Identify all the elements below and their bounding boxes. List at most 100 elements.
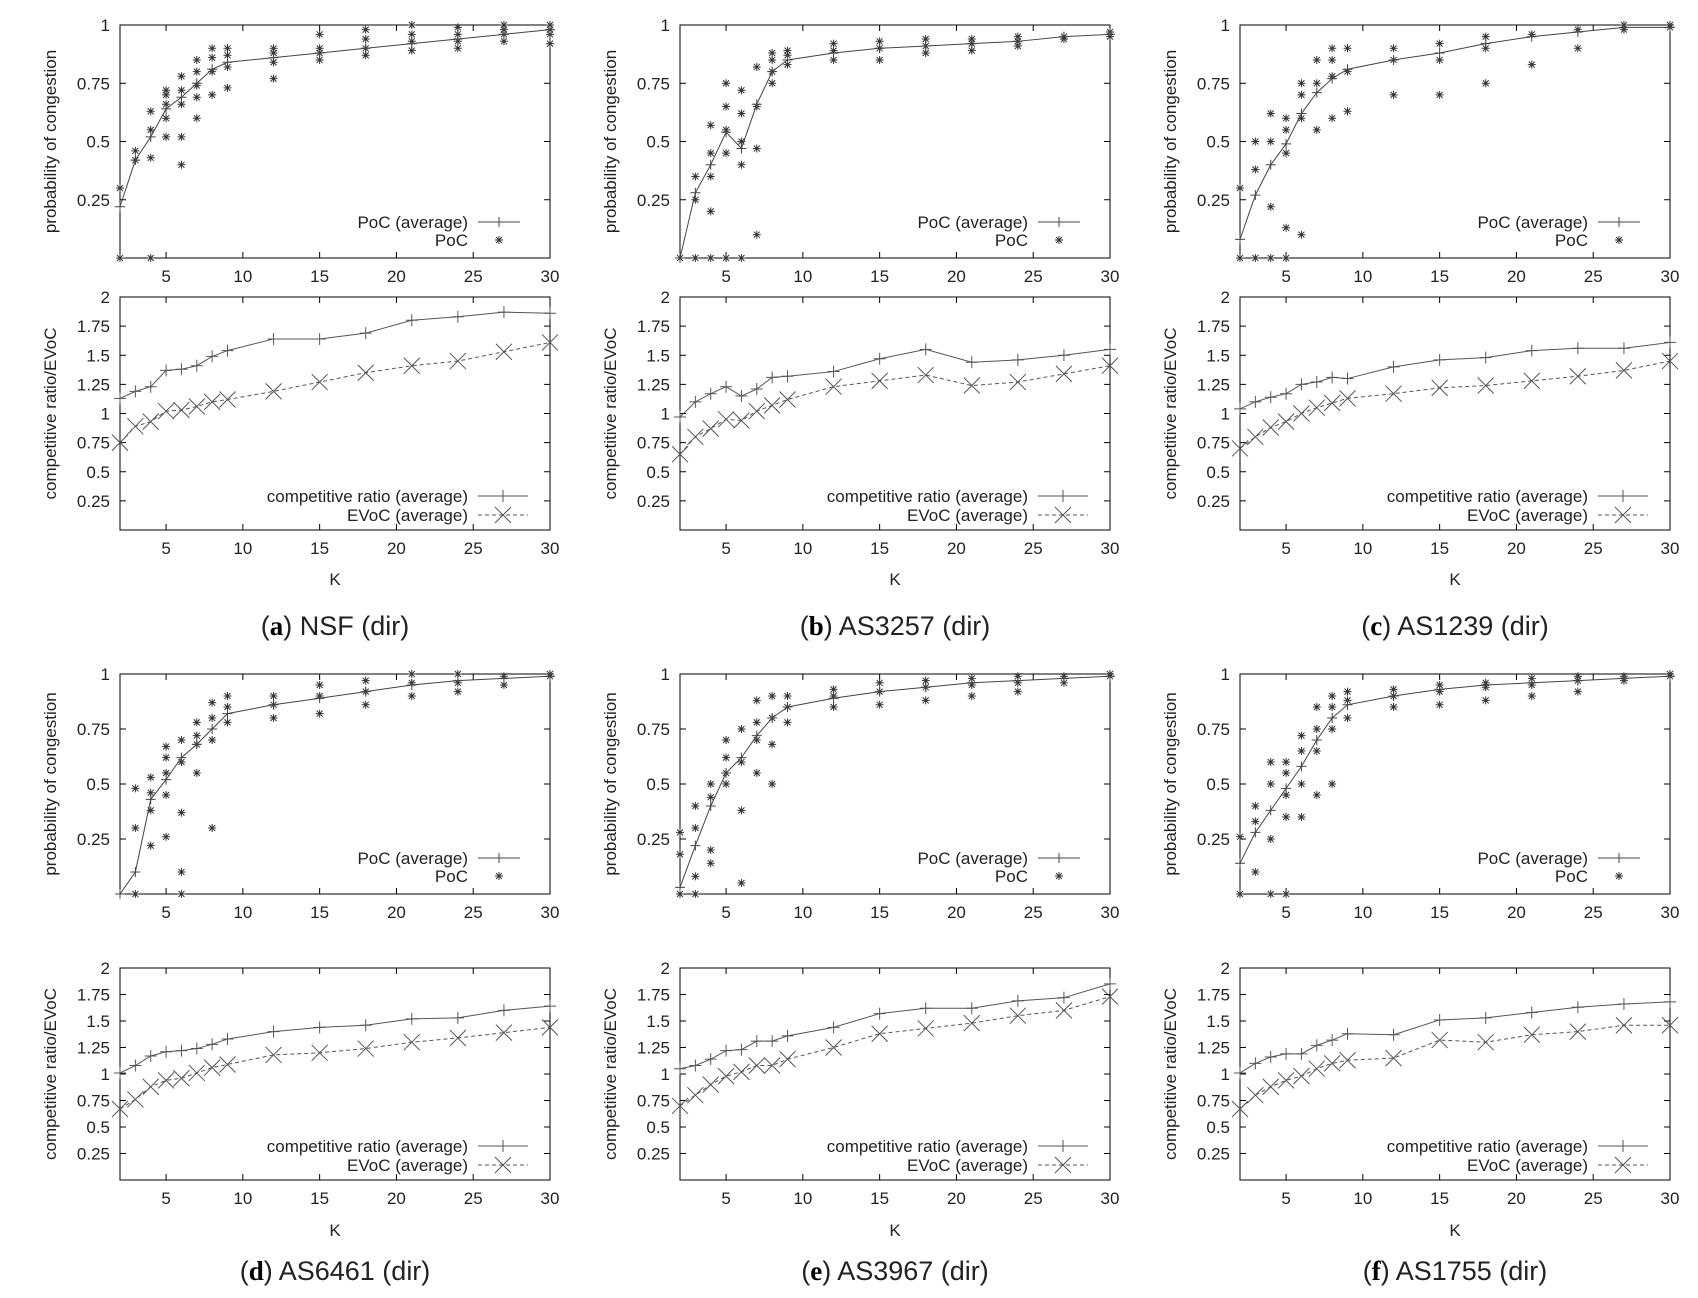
chart-3-top-poc-point bbox=[269, 692, 278, 700]
chart-0-bottom-cr-point bbox=[451, 310, 464, 323]
chart-4-bottom-cr-point bbox=[1057, 991, 1070, 1004]
caption-f: (f) AS1755 (dir) bbox=[1363, 1256, 1548, 1286]
chart-0-top-poc-point bbox=[131, 146, 140, 155]
chart-0-bottom-cr-point bbox=[114, 392, 126, 405]
chart-2-top-poc-avg-point bbox=[1296, 108, 1307, 119]
chart-0-bottom-evoc-point bbox=[403, 357, 421, 375]
chart-3-bottom-ytick-label: 1.75 bbox=[77, 986, 110, 1005]
chart-0-bottom-evoc-point bbox=[127, 417, 144, 435]
chart-3-top-legend-poc-avg-marker bbox=[494, 853, 504, 863]
chart-4-top-poc-avg-point bbox=[721, 768, 732, 778]
chart-2-top-poc-point bbox=[1282, 149, 1291, 158]
chart-1-top-poc-point bbox=[921, 34, 930, 43]
chart-4-bottom-cr-point bbox=[781, 1029, 794, 1042]
chart-4-bottom-cr-point bbox=[674, 1062, 686, 1075]
chart-0-top-poc-point bbox=[162, 132, 171, 141]
chart-5-bottom-evoc-point bbox=[1293, 1067, 1310, 1085]
chart-1-top-poc-point bbox=[875, 37, 884, 46]
chart-0-top-poc-point bbox=[223, 51, 232, 60]
chart-1-bottom-xtick-label: 10 bbox=[793, 539, 812, 558]
chart-4-top-xtick-label: 10 bbox=[793, 903, 812, 922]
chart-3-top-xtick-label: 5 bbox=[161, 903, 170, 922]
chart-3-bottom-cr-line bbox=[119, 1005, 551, 1074]
chart-5-top-poc-point bbox=[1312, 791, 1321, 799]
chart-4-top-poc-point bbox=[676, 890, 684, 898]
chart-5-bottom-cr-point bbox=[1433, 1013, 1446, 1026]
chart-0-top-poc-point bbox=[146, 107, 155, 116]
chart-4-top-poc-point bbox=[875, 678, 884, 687]
chart-3-bottom-ytick-label: 0.25 bbox=[77, 1145, 110, 1164]
chart-1-bottom-evoc-point bbox=[702, 420, 720, 437]
chart-1-bottom-evoc-point bbox=[1009, 373, 1027, 391]
chart-5-top-poc-avg-point bbox=[1296, 761, 1307, 772]
chart-2-top-poc-point bbox=[1435, 39, 1444, 48]
chart-3-top-poc-point bbox=[131, 824, 140, 832]
chart-0-top-poc-point bbox=[315, 55, 324, 64]
chart-4-bottom-xtick-label: 5 bbox=[721, 1189, 730, 1208]
chart-3-bottom-ylabel: competitive ratio/EVoC bbox=[41, 988, 60, 1160]
chart-3-top-poc-avg-point bbox=[191, 739, 202, 750]
chart-3-top-poc-avg-point bbox=[498, 673, 509, 684]
chart-2-bottom-ytick-label: 1.25 bbox=[1197, 375, 1230, 394]
chart-0-bottom-ytick-label: 1 bbox=[101, 405, 110, 424]
chart-1-bottom-cr-point bbox=[873, 352, 886, 365]
chart-5-bottom-cr-point bbox=[1617, 998, 1630, 1011]
chart-1-bottom-cr-point bbox=[704, 387, 717, 400]
chart-4-bottom-evoc-point bbox=[702, 1076, 720, 1093]
chart-4-top-poc-avg-line bbox=[679, 675, 1111, 888]
chart-3-top-ytick-label: 0.5 bbox=[86, 775, 110, 794]
chart-1-bottom-xlabel: K bbox=[889, 570, 901, 589]
chart-4-top-poc-point bbox=[691, 824, 700, 832]
chart-5-top-poc-avg-point bbox=[1572, 675, 1583, 686]
chart-0-top-poc-point bbox=[192, 114, 201, 123]
chart-1-bottom-evoc-line bbox=[679, 365, 1111, 455]
chart-0-bottom-xtick-label: 10 bbox=[233, 539, 252, 558]
chart-0-top-poc-point bbox=[162, 90, 171, 99]
chart-3-top-poc-point bbox=[315, 709, 324, 718]
chart-3-bottom-ytick-label: 1 bbox=[101, 1065, 110, 1084]
chart-4-top-poc-point bbox=[829, 703, 838, 711]
chart-5-bottom-legend-cr: competitive ratio (average) bbox=[1387, 1137, 1588, 1156]
chart-0-bottom-evoc-point bbox=[357, 364, 375, 382]
chart-5-bottom-evoc-point bbox=[1247, 1086, 1264, 1104]
chart-2-top-poc-point bbox=[1251, 165, 1260, 174]
chart-5-top-ytick-label: 0.25 bbox=[1197, 830, 1230, 849]
chart-4-top-poc-point bbox=[967, 692, 976, 700]
chart-4-bottom-evoc-point bbox=[871, 1025, 888, 1043]
chart-1-bottom-ytick-label: 1 bbox=[661, 405, 670, 424]
chart-1-bottom-legend-evoc-marker bbox=[1054, 506, 1072, 524]
chart-1-top-poc-point bbox=[875, 55, 884, 64]
chart-1-top-poc-avg-point bbox=[721, 127, 732, 138]
chart-4-top-poc-point bbox=[737, 725, 746, 733]
chart-0-bottom-evoc-point bbox=[173, 401, 190, 419]
chart-0-top-legend-poc: PoC bbox=[435, 231, 468, 250]
chart-5-top-poc-point bbox=[1389, 703, 1398, 711]
chart-1-top-poc-point bbox=[829, 55, 838, 64]
chart-3-bottom-cr-point bbox=[313, 1021, 326, 1034]
chart-2-top-poc-point bbox=[1435, 55, 1444, 64]
chart-1-bottom-cr-point bbox=[1057, 349, 1070, 362]
chart-0-top-poc-point bbox=[146, 153, 155, 162]
chart-2-top-xtick-label: 5 bbox=[1281, 267, 1290, 286]
chart-0-top-poc-avg-point bbox=[145, 131, 156, 142]
chart-5-bottom-cr-point bbox=[1387, 1028, 1400, 1041]
chart-2-bottom-evoc-point bbox=[1247, 428, 1264, 446]
chart-0-top-poc-avg-line bbox=[119, 29, 551, 207]
chart-5-top-poc-avg-point bbox=[1235, 858, 1245, 869]
chart-0-top-poc-point bbox=[116, 184, 124, 193]
chart-1-bottom-evoc-point bbox=[687, 428, 704, 446]
chart-0-bottom-cr-point bbox=[190, 359, 203, 372]
chart-1-bottom-xtick-label: 25 bbox=[1024, 539, 1043, 558]
chart-2-top-ytick-label: 1 bbox=[1221, 16, 1230, 35]
chart-4-bottom-xtick-label: 10 bbox=[793, 1189, 812, 1208]
chart-4-bottom-evoc-point bbox=[1055, 1002, 1073, 1019]
chart-4-bottom-evoc-point bbox=[671, 1097, 689, 1115]
chart-5-top-poc-point bbox=[1481, 696, 1490, 705]
chart-4-bottom-evoc-line bbox=[679, 996, 1111, 1107]
chart-3-bottom-ytick-label: 1.25 bbox=[77, 1039, 110, 1058]
chart-1-top-poc-point bbox=[706, 172, 715, 181]
chart-2-bottom-legend-evoc: EVoC (average) bbox=[1467, 506, 1588, 525]
chart-3-bottom-legend-evoc: EVoC (average) bbox=[347, 1156, 468, 1175]
chart-0-bottom-xtick-label: 25 bbox=[464, 539, 483, 558]
